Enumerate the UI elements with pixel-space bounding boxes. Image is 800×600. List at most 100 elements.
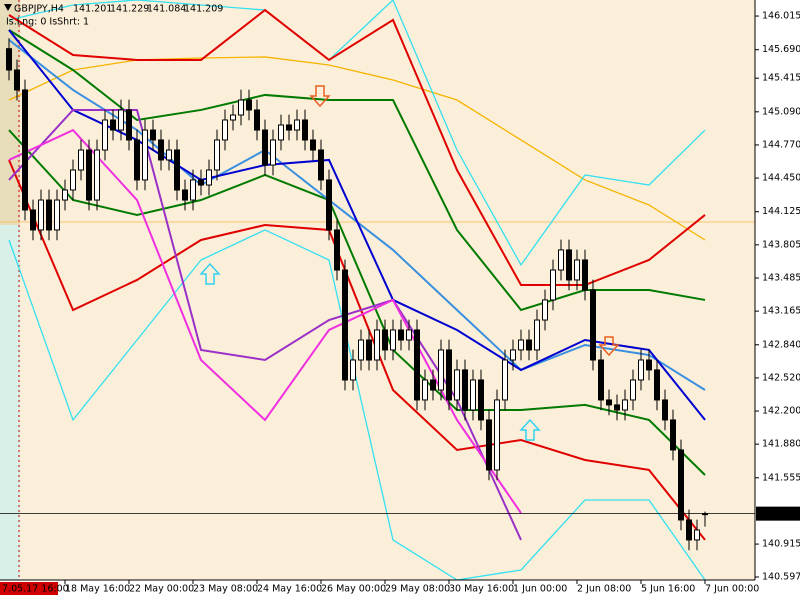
candle-body — [334, 229, 340, 271]
x-tick-label: 23 May 08:00 — [193, 584, 258, 595]
candle-body — [46, 199, 52, 231]
candle-body — [158, 139, 164, 161]
candle-body — [654, 369, 660, 401]
header-close: 141.209 — [184, 4, 223, 15]
candle-body — [62, 189, 68, 201]
chart-menu-icon[interactable] — [4, 4, 12, 11]
x-tick-label: 29 May 08:00 — [385, 584, 450, 595]
candle-body — [14, 69, 20, 91]
candle-body — [550, 269, 556, 301]
y-tick-label: 145.415 — [762, 73, 800, 84]
candle-body — [390, 329, 396, 351]
candle-body — [86, 149, 92, 201]
candle-body — [118, 109, 124, 131]
candle-body — [534, 319, 540, 351]
y-tick-label: 140.597 — [762, 571, 800, 582]
y-tick-label: 142.200 — [762, 406, 800, 417]
candle-body — [206, 169, 212, 186]
header-high: 141.229 — [110, 4, 149, 15]
x-tick-label: 5 Jun 16:00 — [641, 584, 695, 595]
candle-body — [502, 359, 508, 401]
x-tick-label: 7.05.17 16:00 — [2, 584, 69, 595]
candle-body — [302, 119, 308, 141]
buy-arrow — [199, 262, 221, 285]
signal-arrows — [199, 85, 620, 441]
candle-body — [486, 419, 492, 471]
candle-body — [598, 359, 604, 401]
candle-body — [166, 149, 172, 161]
candle-body — [246, 99, 252, 111]
candle-body — [142, 129, 148, 181]
candle-body — [398, 329, 404, 341]
candle-body — [454, 369, 460, 401]
candle-body — [134, 139, 140, 181]
candle-body — [30, 209, 36, 231]
x-tick-label: 18 May 16:00 — [65, 584, 130, 595]
candle-body — [374, 329, 380, 361]
candle-body — [446, 349, 452, 401]
candle-body — [686, 519, 692, 541]
y-tick-label: 144.770 — [762, 139, 800, 150]
indicator-line — [8, 129, 706, 476]
candle-body — [678, 449, 684, 521]
candle-body — [6, 48, 12, 71]
candle-body — [126, 109, 132, 141]
chart-title: GBPJPY,H4 — [14, 4, 64, 15]
candle-body — [270, 139, 276, 166]
candle-body — [470, 379, 476, 411]
candle-body — [238, 99, 244, 116]
candle-body — [590, 289, 596, 361]
candle-body — [254, 109, 260, 131]
candle-body — [606, 399, 612, 406]
candle-body — [70, 169, 76, 191]
candle-body — [670, 419, 676, 451]
candle-body — [294, 119, 300, 131]
y-tick-label: 144.450 — [762, 173, 800, 184]
left-shade — [0, 225, 20, 580]
candle-body — [262, 129, 268, 166]
candle-body — [526, 339, 532, 351]
sell-arrow — [309, 85, 331, 108]
candle-body — [350, 359, 356, 381]
y-tick-label: 141.880 — [762, 439, 800, 450]
candle-body — [638, 359, 644, 381]
y-tick-label: 143.805 — [762, 239, 800, 250]
x-tick-label: 22 May 00:00 — [129, 584, 194, 595]
candle-body — [422, 379, 428, 401]
y-tick-label: 141.555 — [762, 472, 800, 483]
candle-body — [326, 179, 332, 231]
candle-body — [478, 379, 484, 421]
y-tick-label: 140.915 — [762, 539, 800, 550]
buy-arrow — [519, 418, 541, 441]
candle-body — [558, 249, 564, 271]
candle-body — [94, 149, 100, 201]
indicator-line — [8, 56, 706, 241]
candle-body — [510, 349, 516, 361]
candle-body — [286, 124, 292, 131]
candle-body — [198, 179, 204, 186]
x-label-highlight — [0, 582, 58, 595]
candle-body — [54, 199, 60, 231]
y-tick-label: 142.520 — [762, 372, 800, 383]
x-tick-label: 7 Jun 00:00 — [705, 584, 759, 595]
candle-body — [694, 529, 700, 541]
candle-body — [518, 339, 524, 351]
price-tag-label: 141.209 — [762, 508, 800, 519]
candle-body — [382, 329, 388, 351]
y-tick-label: 143.165 — [762, 306, 800, 317]
x-tick-label: 24 May 16:00 — [257, 584, 322, 595]
candle-body — [230, 114, 236, 121]
plot — [0, 0, 755, 580]
candle-body — [574, 259, 580, 281]
candle-body — [430, 379, 436, 391]
candle-body — [662, 399, 668, 421]
candle-body — [278, 124, 284, 141]
x-tick-label: 1 Jun 00:00 — [513, 584, 567, 595]
candle-body — [462, 369, 468, 411]
candle-body — [190, 179, 196, 201]
candle-body — [182, 189, 188, 201]
candle-body — [102, 119, 108, 151]
candle-body — [150, 129, 156, 141]
candle-body — [406, 329, 412, 341]
